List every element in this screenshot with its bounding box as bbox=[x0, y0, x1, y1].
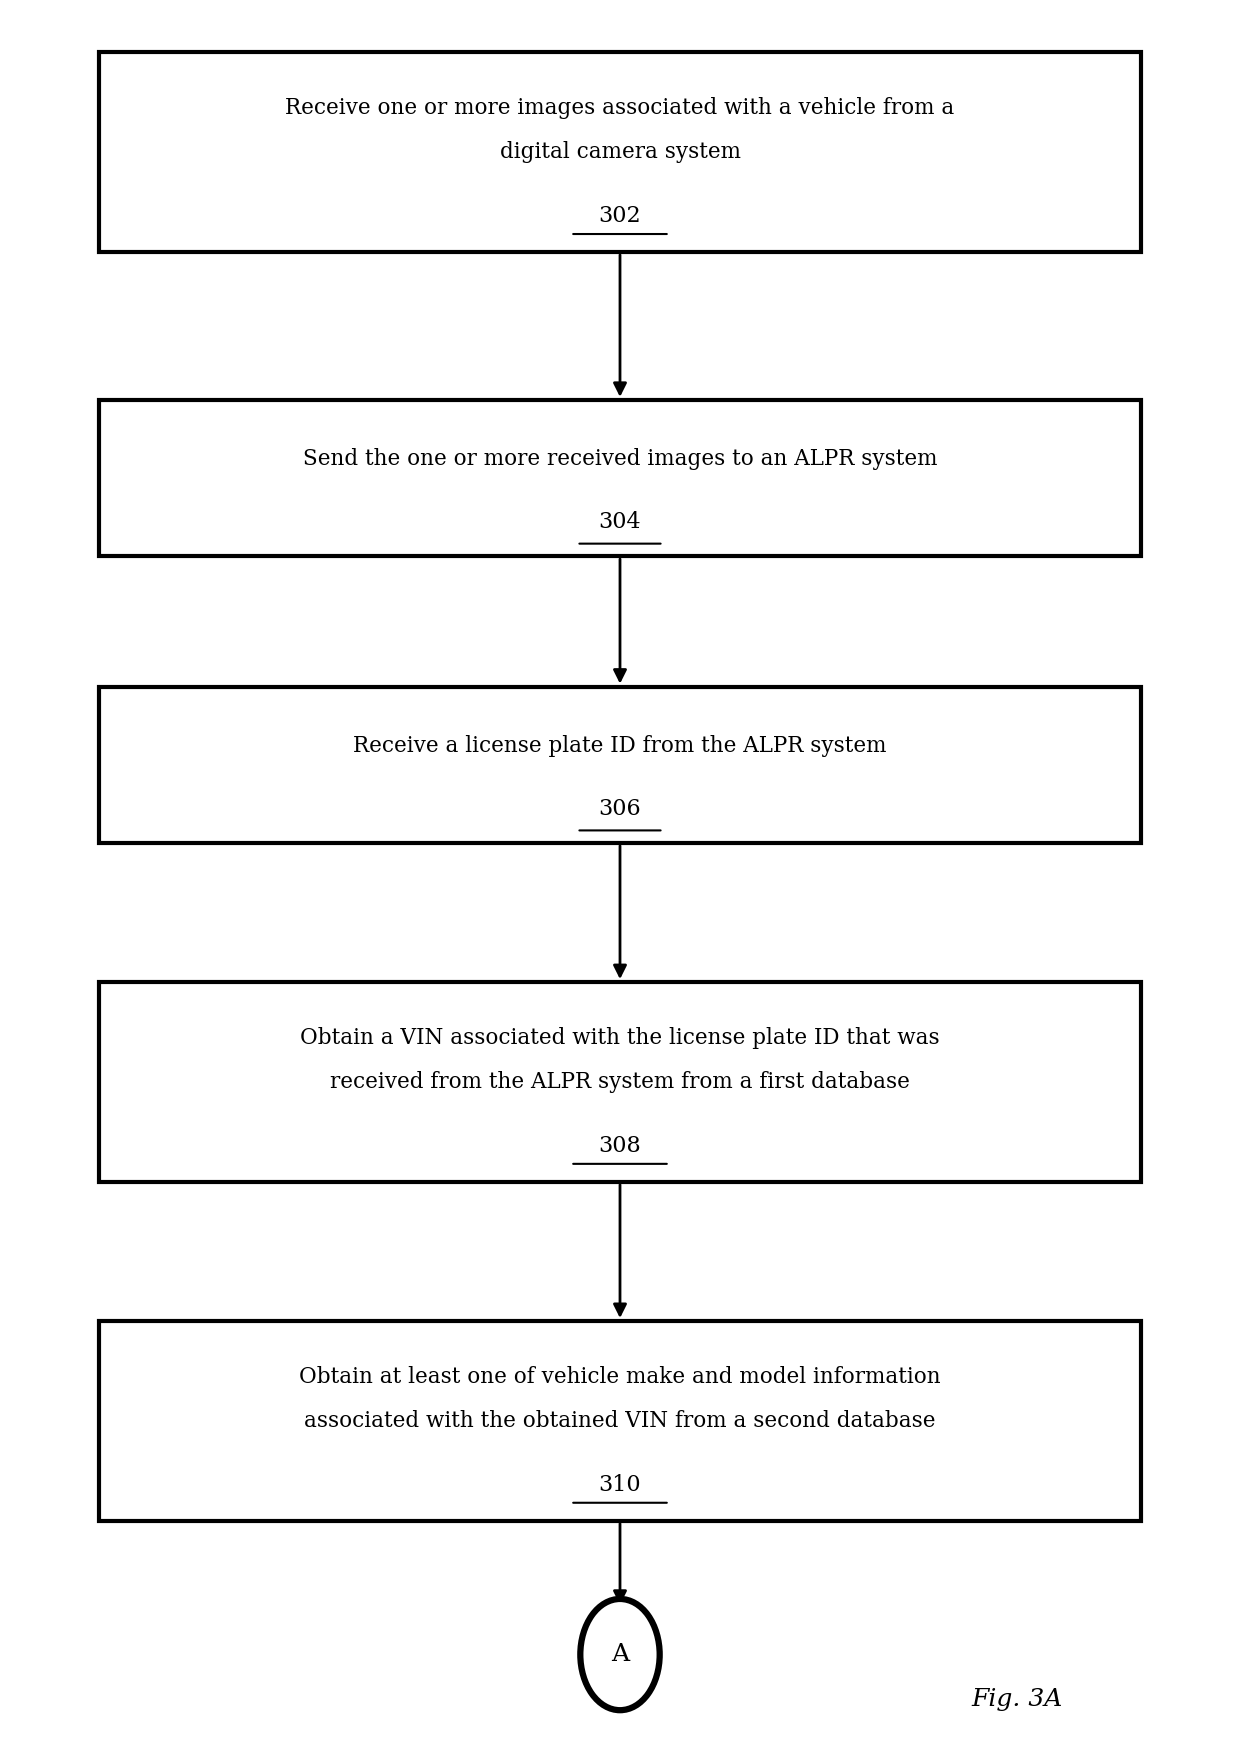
FancyBboxPatch shape bbox=[99, 400, 1141, 556]
Text: Obtain at least one of vehicle make and model information: Obtain at least one of vehicle make and … bbox=[299, 1366, 941, 1389]
Text: received from the ALPR system from a first database: received from the ALPR system from a fir… bbox=[330, 1071, 910, 1093]
Text: Receive a license plate ID from the ALPR system: Receive a license plate ID from the ALPR… bbox=[353, 735, 887, 758]
FancyBboxPatch shape bbox=[99, 52, 1141, 252]
FancyBboxPatch shape bbox=[99, 982, 1141, 1182]
Text: 310: 310 bbox=[599, 1474, 641, 1496]
Text: digital camera system: digital camera system bbox=[500, 141, 740, 163]
FancyBboxPatch shape bbox=[99, 1321, 1141, 1521]
Text: Send the one or more received images to an ALPR system: Send the one or more received images to … bbox=[303, 448, 937, 471]
Text: associated with the obtained VIN from a second database: associated with the obtained VIN from a … bbox=[304, 1410, 936, 1432]
FancyBboxPatch shape bbox=[99, 687, 1141, 843]
Text: Fig. 3A: Fig. 3A bbox=[971, 1688, 1063, 1712]
Text: 304: 304 bbox=[599, 511, 641, 534]
Text: 306: 306 bbox=[599, 798, 641, 820]
Circle shape bbox=[580, 1599, 660, 1710]
Text: 302: 302 bbox=[599, 205, 641, 228]
Text: Obtain a VIN associated with the license plate ID that was: Obtain a VIN associated with the license… bbox=[300, 1027, 940, 1050]
Text: 308: 308 bbox=[599, 1135, 641, 1158]
Text: A: A bbox=[611, 1642, 629, 1667]
Text: Receive one or more images associated with a vehicle from a: Receive one or more images associated wi… bbox=[285, 97, 955, 120]
